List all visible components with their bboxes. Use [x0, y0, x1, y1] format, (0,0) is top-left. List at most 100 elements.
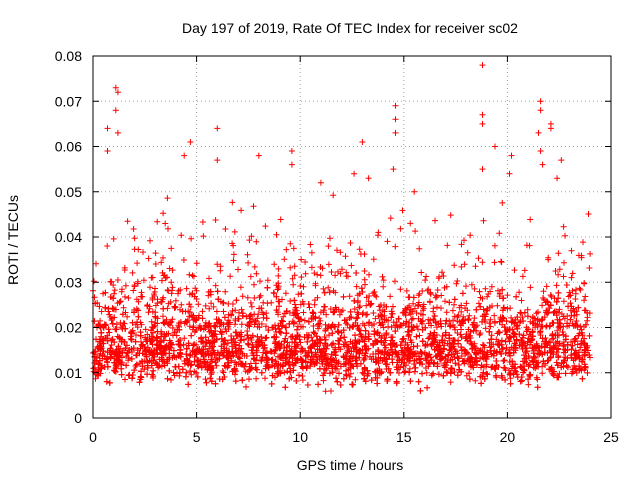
- data-point: [187, 139, 194, 145]
- data-point: [356, 350, 363, 357]
- data-point: [499, 345, 506, 352]
- data-point: [104, 125, 111, 132]
- data-point: [352, 376, 359, 383]
- data-point: [322, 336, 329, 343]
- data-point: [244, 294, 251, 301]
- data-point: [233, 297, 240, 304]
- data-point: [292, 347, 299, 354]
- data-point: [249, 316, 256, 323]
- data-point: [172, 304, 179, 311]
- data-point: [322, 321, 329, 328]
- data-point: [203, 339, 210, 346]
- data-point: [183, 285, 190, 292]
- data-point: [137, 360, 143, 367]
- data-point: [440, 273, 447, 279]
- data-point: [189, 272, 196, 279]
- data-point: [442, 320, 449, 327]
- data-point: [194, 373, 201, 380]
- data-point: [455, 312, 462, 319]
- data-point: [544, 357, 551, 364]
- data-point: [479, 166, 486, 173]
- data-point: [347, 338, 354, 345]
- data-point: [454, 318, 461, 325]
- data-point: [422, 342, 429, 349]
- data-point: [169, 267, 176, 274]
- data-point: [548, 346, 555, 353]
- data-point: [286, 354, 293, 361]
- data-point: [317, 272, 324, 279]
- data-point: [193, 287, 200, 294]
- data-point: [511, 267, 518, 274]
- data-point: [419, 370, 426, 377]
- data-point: [446, 318, 453, 325]
- data-point: [170, 369, 177, 376]
- data-point: [490, 352, 497, 359]
- data-point: [104, 363, 111, 370]
- data-point: [206, 305, 213, 312]
- data-point: [412, 228, 419, 235]
- data-point: [144, 362, 151, 369]
- data-point: [424, 384, 431, 391]
- data-point: [247, 311, 254, 318]
- data-point: [268, 357, 275, 363]
- data-point: [186, 271, 193, 278]
- data-point: [139, 342, 146, 349]
- data-point: [466, 335, 473, 341]
- data-point: [126, 347, 133, 353]
- data-point: [458, 263, 465, 270]
- data-point: [460, 313, 467, 320]
- data-point: [573, 349, 580, 356]
- data-point: [116, 299, 123, 306]
- data-point: [523, 355, 530, 362]
- data-point: [486, 304, 493, 311]
- data-point: [498, 337, 505, 344]
- data-point: [316, 365, 323, 372]
- data-point: [286, 375, 293, 382]
- data-point: [354, 323, 361, 330]
- data-point: [98, 329, 105, 336]
- data-point: [441, 346, 447, 353]
- data-point: [289, 360, 296, 367]
- data-point: [253, 375, 260, 382]
- data-point: [238, 207, 245, 214]
- data-point: [284, 339, 291, 346]
- data-point: [263, 354, 270, 361]
- data-point: [330, 340, 337, 347]
- data-point: [332, 272, 339, 279]
- data-point: [198, 364, 205, 371]
- data-point: [573, 353, 580, 360]
- data-point: [331, 357, 338, 364]
- data-point: [253, 270, 260, 277]
- data-point: [134, 347, 141, 354]
- data-point: [419, 361, 426, 368]
- data-point: [389, 337, 396, 344]
- data-point: [193, 369, 200, 376]
- data-point: [455, 340, 462, 347]
- data-point: [483, 363, 489, 370]
- data-point: [205, 352, 212, 359]
- data-point: [183, 355, 190, 362]
- data-point: [432, 217, 438, 224]
- data-point: [113, 321, 120, 328]
- data-point: [107, 314, 114, 320]
- data-point: [110, 235, 117, 242]
- data-point: [519, 314, 526, 321]
- data-point: [415, 378, 422, 385]
- data-point: [286, 320, 293, 327]
- data-point: [502, 350, 509, 356]
- data-point: [177, 306, 183, 313]
- data-point: [577, 344, 584, 351]
- data-point: [130, 345, 137, 352]
- data-point: [415, 302, 422, 309]
- data-point: [199, 308, 206, 315]
- data-point: [277, 362, 284, 369]
- data-point: [473, 306, 480, 313]
- data-point: [582, 293, 589, 300]
- data-point: [217, 328, 224, 335]
- data-point: [149, 341, 156, 348]
- data-point: [482, 318, 489, 325]
- data-point: [463, 333, 470, 340]
- data-point: [553, 282, 560, 289]
- data-point: [564, 313, 571, 319]
- data-point: [166, 367, 173, 374]
